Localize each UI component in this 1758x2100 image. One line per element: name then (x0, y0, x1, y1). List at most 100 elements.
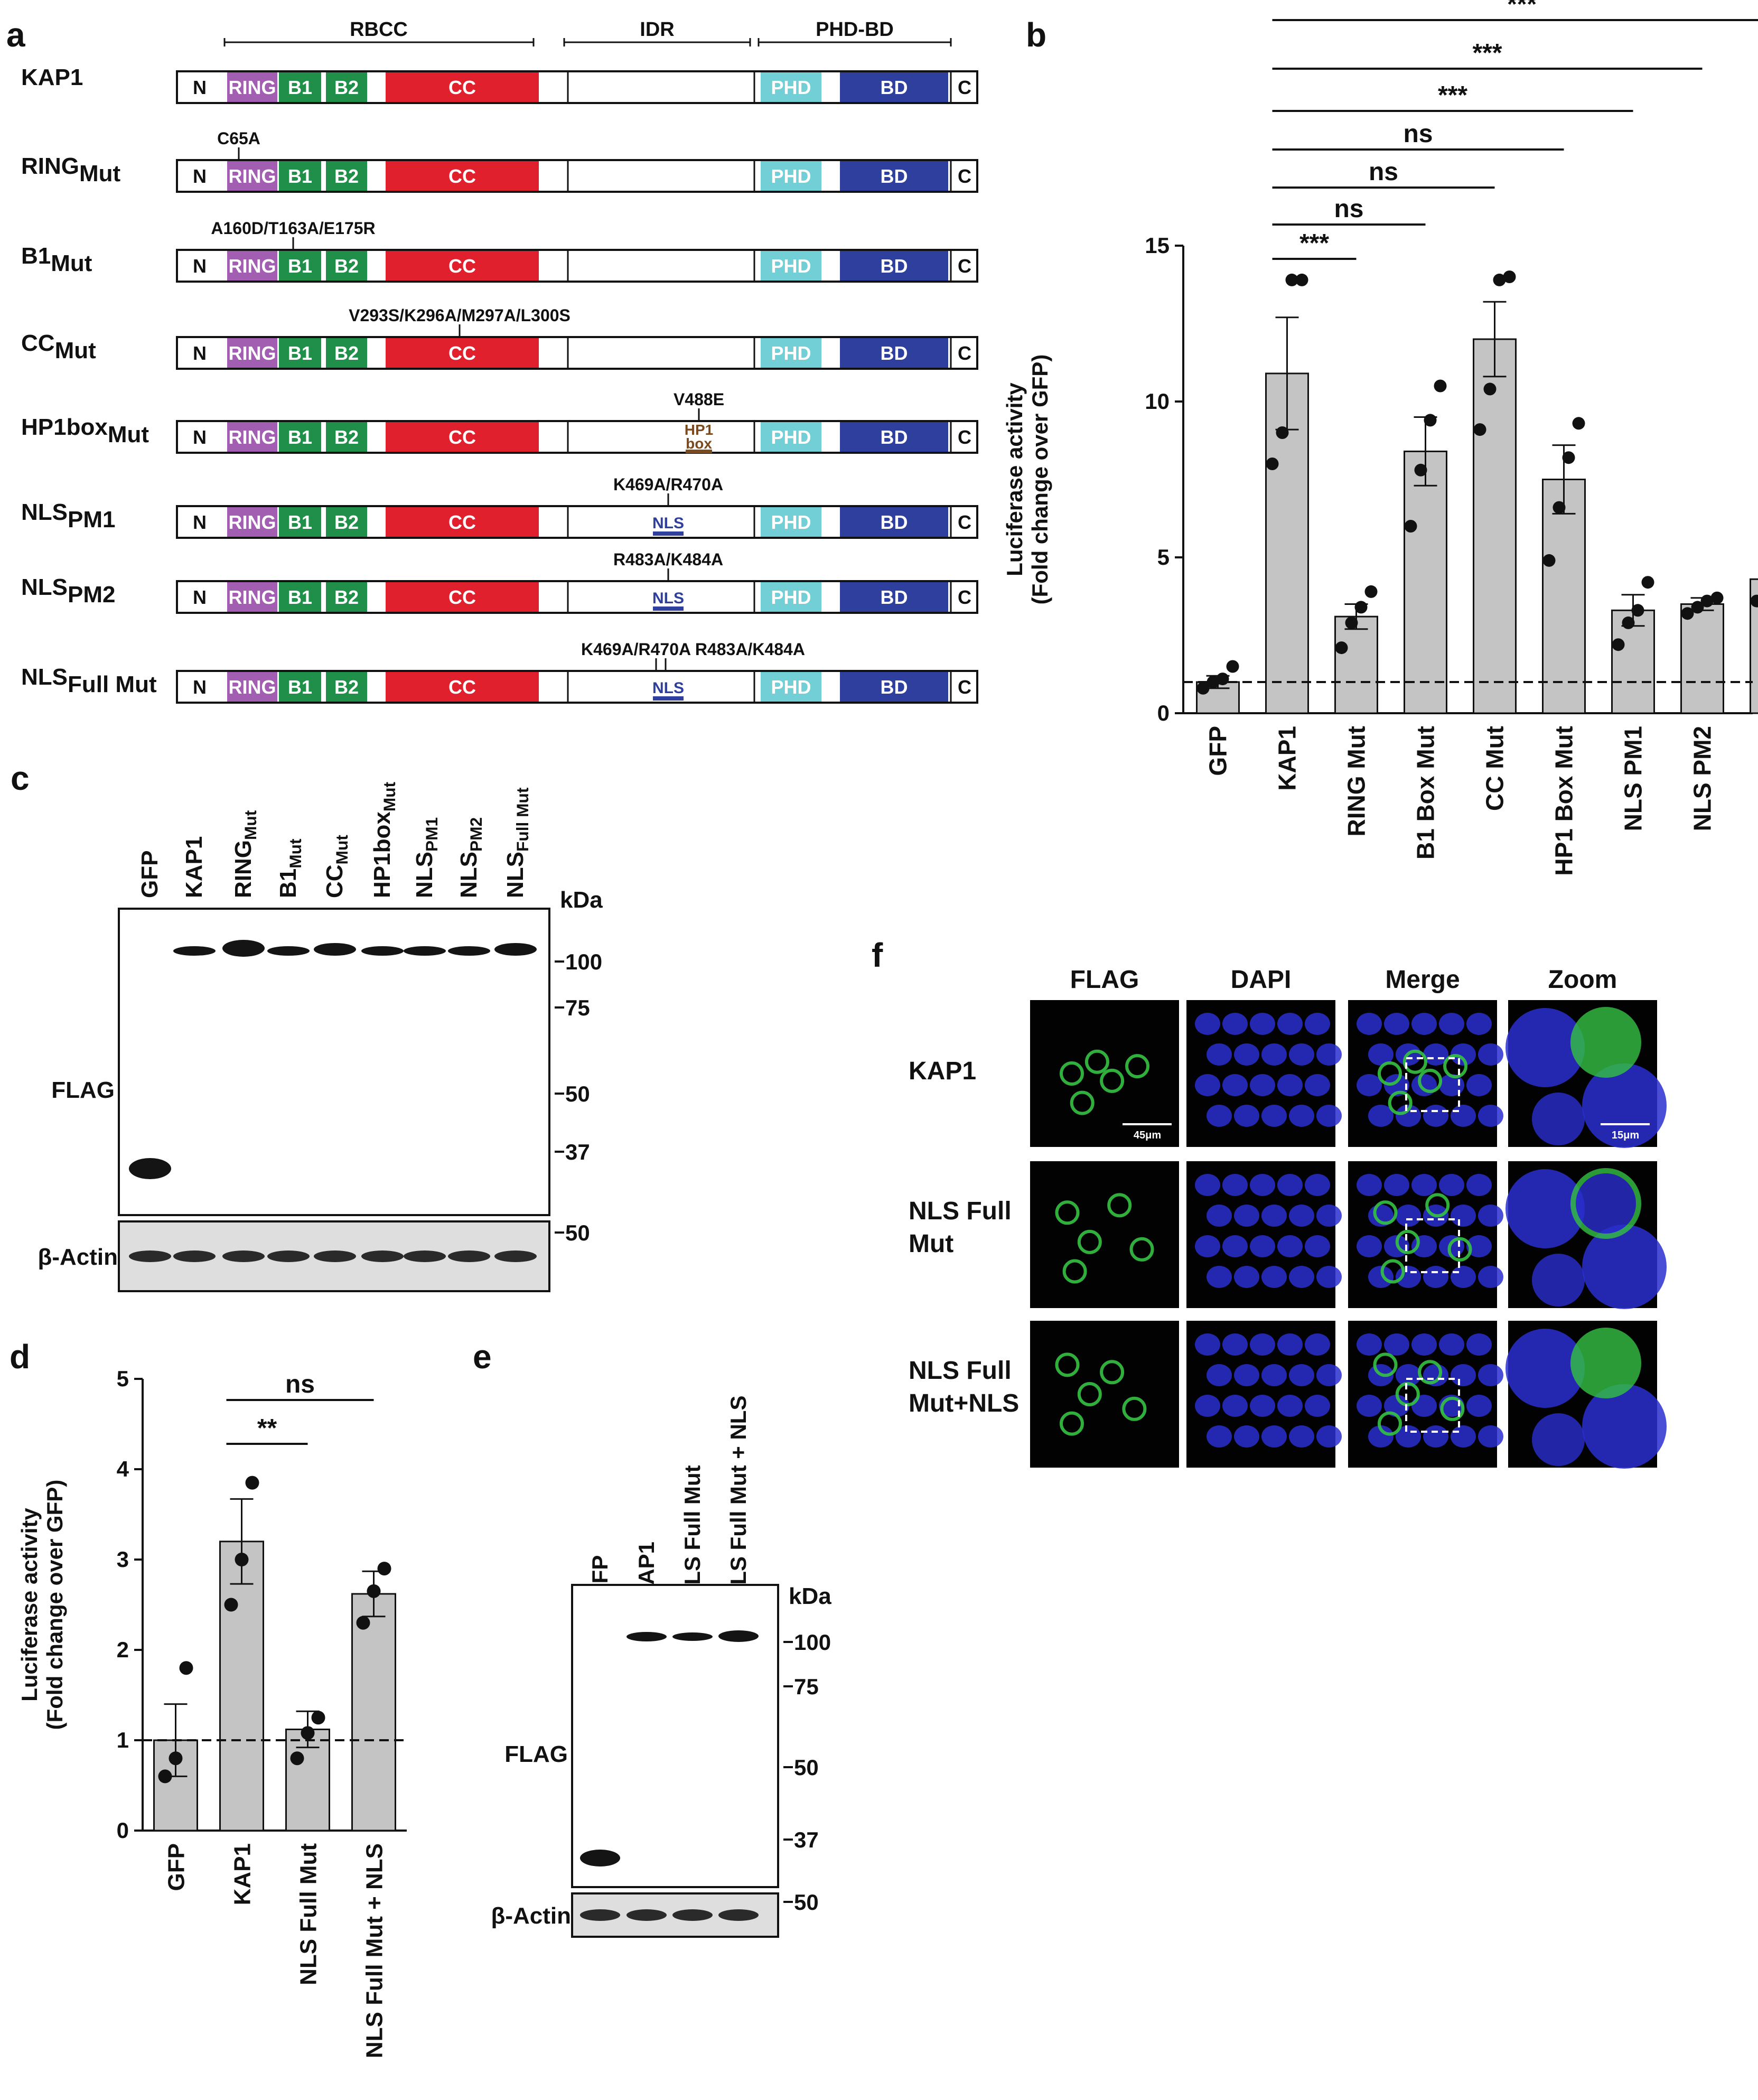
nucleus (1411, 1333, 1437, 1356)
marker-label: 100 (565, 949, 602, 974)
flag-band (129, 1158, 171, 1179)
nucleus (1261, 1425, 1287, 1448)
actin-band (626, 1909, 667, 1921)
nucleus (1222, 1074, 1248, 1096)
domain-bd (840, 422, 948, 452)
flag-label: FLAG (504, 1741, 568, 1767)
flag-cell (1443, 1054, 1468, 1079)
domain-label-ring: RING (229, 77, 276, 98)
flag-cell (1373, 1352, 1398, 1377)
nucleus (1261, 1105, 1287, 1127)
category-label: B1 Box Mut (1412, 726, 1439, 860)
actin-band (129, 1250, 171, 1262)
nucleus (1423, 1043, 1448, 1066)
nucleus (1261, 1205, 1287, 1227)
data-point (356, 1616, 370, 1630)
domain-phd (761, 338, 821, 368)
nucleus (1466, 1074, 1492, 1096)
flag-band (580, 1850, 620, 1866)
category-label: NLS PM2 (1689, 726, 1716, 831)
domain-bd (840, 251, 948, 281)
domain-label-b2: B2 (334, 165, 359, 187)
nucleus (1316, 1364, 1342, 1386)
actin-band (580, 1909, 620, 1921)
actin-band (494, 1250, 537, 1262)
nucleus (1234, 1364, 1259, 1386)
nucleus (1357, 1174, 1382, 1196)
mutation-label: K469A/R470A R483A/K484A (581, 640, 805, 659)
lane-label: KAP1 (181, 836, 207, 898)
domain-label-ring: RING (229, 586, 276, 608)
nucleus (1478, 1364, 1503, 1386)
hp1-box-label: box (686, 435, 712, 452)
data-point (1295, 273, 1308, 286)
domain-label-bd: BD (881, 676, 908, 698)
flag-cell (1440, 1396, 1465, 1421)
actin-band (222, 1250, 265, 1262)
nucleus (1582, 1384, 1667, 1469)
bar (1750, 578, 1758, 714)
western-blot-c: GFP KAP1 RINGMut B1Mut CCMut HP1boxMut NLSPM1 N… (38, 781, 603, 1292)
category-label: GFP (164, 1843, 190, 1891)
construct-name-sub: PM2 (68, 582, 115, 608)
lane-label: NLSFull Mut (502, 787, 532, 898)
nucleus (1368, 1105, 1394, 1127)
actin-band (672, 1909, 713, 1921)
construct-row: CCMut RING B1 B2 CC PHD BD N C V293S/K296A/M297A/… (21, 306, 978, 370)
category-label: RING Mut (1343, 726, 1370, 837)
y-tick-label: 10 (1145, 389, 1170, 414)
flag-cell (1388, 1090, 1413, 1115)
domain-cc (386, 338, 539, 368)
nucleus (1451, 1266, 1476, 1288)
domain-label-bd: BD (881, 165, 908, 187)
domain-label-cc: CC (448, 426, 476, 448)
chart-d: 0 1 2 3 4 5 Luciferase activity (Fold change ov… (17, 1366, 407, 2058)
mutation-label: C65A (217, 129, 260, 148)
nls-mark (653, 606, 684, 611)
domain-bd (840, 672, 948, 702)
nucleus (1250, 1395, 1275, 1417)
data-point (290, 1751, 304, 1766)
lane-label-sub: Mut (332, 835, 351, 865)
western-blot-e: GFP KAP1 NLS Full Mut NLS Full Mut + NLS100… (491, 1396, 831, 1938)
nucleus (1207, 1205, 1232, 1227)
data-point (179, 1661, 193, 1675)
hp1-label: HP1 (685, 422, 713, 438)
domain-cc (386, 161, 539, 191)
data-point (245, 1476, 259, 1490)
domain-label-b1: B1 (288, 342, 312, 364)
nucleus (1234, 1043, 1259, 1066)
significance-label: *** (1438, 81, 1467, 109)
nucleus (1423, 1105, 1448, 1127)
domain-label-b1: B1 (288, 255, 312, 277)
panel-letter-b: b (1026, 16, 1046, 54)
domain-label-bd: BD (881, 426, 908, 448)
hp1-mark (686, 450, 712, 453)
lane-label: CCMut (322, 835, 351, 898)
actin-band (361, 1250, 404, 1262)
data-point (158, 1769, 172, 1784)
nucleus (1466, 1235, 1492, 1257)
nucleus (1195, 1174, 1220, 1196)
domain-label-n: N (193, 165, 207, 187)
microscopy-grid: FLAG DAPI Merge Zoom KAP1 NLS Full Mut NLS Full… (909, 966, 1667, 1469)
domain-label-ring: RING (229, 426, 276, 448)
flag-cell (1055, 1200, 1080, 1225)
domain-label-phd: PHD (771, 586, 811, 608)
domain-phd (761, 161, 821, 191)
data-point (1276, 426, 1289, 439)
lane-label: NLSPM1 (412, 817, 441, 898)
construct-name-sub: Mut (108, 422, 149, 447)
nucleus (1195, 1235, 1220, 1257)
nucleus (1305, 1395, 1330, 1417)
domain-label-bd: BD (881, 586, 908, 608)
nucleus (1195, 1013, 1220, 1035)
flag-cell (1395, 1382, 1420, 1406)
domain-label-ring: RING (229, 676, 276, 698)
flag-band (361, 946, 404, 956)
nucleus (1478, 1425, 1503, 1448)
domain-cc (386, 251, 539, 281)
nucleus (1384, 1174, 1409, 1196)
